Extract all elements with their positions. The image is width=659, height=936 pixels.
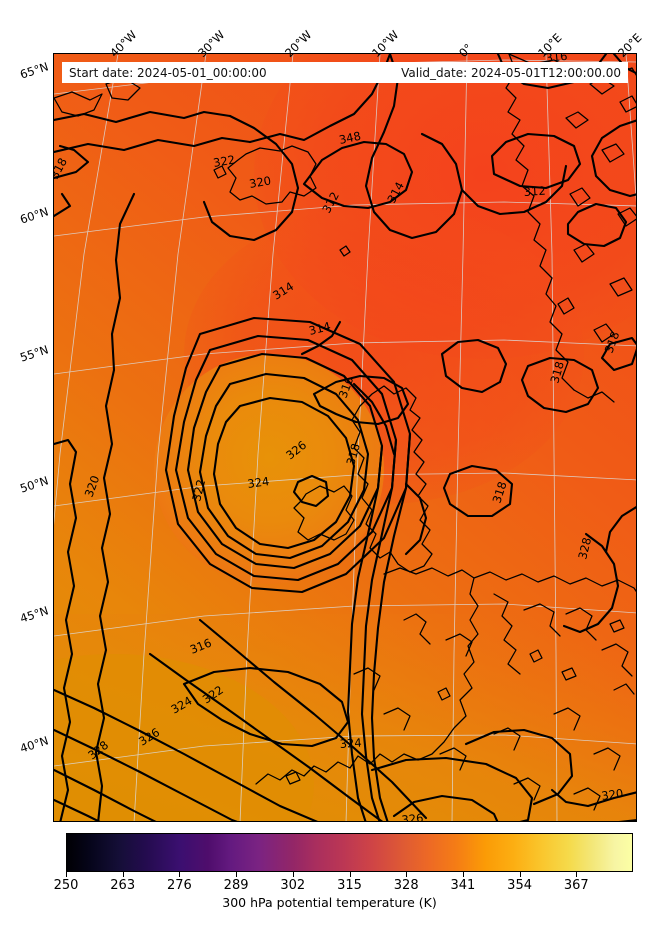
lat-tick-label: 40°N	[18, 733, 51, 756]
colorbar-tick-mark	[462, 872, 464, 877]
colorbar-container[interactable]: 250 263 276 289 302 315 328 341 354 367	[54, 833, 633, 893]
colorbar-title: 300 hPa potential temperature (K)	[222, 895, 437, 910]
colorbar-tick-label: 367	[563, 878, 589, 893]
colorbar-tick-mark	[349, 872, 351, 877]
contour-320	[174, 334, 398, 582]
lat-tick-label: 60°N	[18, 204, 51, 227]
colorbar-tick-label: 276	[166, 878, 192, 893]
contour-326	[212, 396, 356, 550]
svg-text:322: 322	[212, 152, 236, 170]
coastlines	[54, 54, 636, 811]
svg-text:314: 314	[307, 319, 332, 338]
lat-tick-label: 50°N	[18, 473, 51, 496]
colorbar-tick-mark	[179, 872, 181, 877]
colorbar-tick-label: 328	[393, 878, 419, 893]
colorbar-gradient	[66, 833, 633, 872]
colorbar-tick-mark	[519, 872, 521, 877]
lat-tick-label: 65°N	[18, 59, 51, 82]
svg-text:318: 318	[343, 442, 363, 467]
contour-322	[186, 352, 384, 570]
colorbar-tick-mark	[236, 872, 238, 877]
lat-tick-label: 55°N	[18, 342, 51, 365]
colorbar-tick-label: 289	[223, 878, 249, 893]
svg-text:318: 318	[547, 360, 567, 385]
colorbar-tick-mark	[66, 872, 67, 877]
svg-text:324: 324	[339, 735, 362, 750]
contour-318	[164, 316, 412, 594]
svg-text:320: 320	[248, 173, 272, 191]
map-clip: 322 320 318 312 314 312 348 316 314 314 …	[54, 54, 636, 821]
lat-tick-label: 45°N	[18, 603, 51, 626]
contour-324	[198, 372, 370, 560]
contour-lines	[54, 54, 636, 821]
colorbar-tick-label: 302	[280, 878, 306, 893]
svg-text:326: 326	[401, 811, 424, 821]
svg-text:312: 312	[523, 183, 546, 198]
colorbar-tick-label: 341	[450, 878, 476, 893]
colorbar-tick-label: 354	[507, 878, 533, 893]
date-banner: Start date: 2024-05-01_00:00:00 Valid_da…	[62, 62, 628, 83]
map-field-svg: 322 320 318 312 314 312 348 316 314 314 …	[54, 54, 636, 821]
valid-date-label: Valid_date: 2024-05-01T12:00:00.00	[401, 65, 621, 80]
colorbar-tick-mark	[292, 872, 294, 877]
colorbar-tick-mark	[122, 872, 124, 877]
svg-text:316: 316	[545, 54, 568, 65]
colorbar-tick-label: 250	[53, 878, 79, 893]
svg-text:322: 322	[189, 478, 208, 503]
colorbar-tick-mark	[406, 872, 408, 877]
colorbar-tick-label: 315	[337, 878, 362, 893]
colorbar-tick-label: 263	[110, 878, 136, 893]
svg-text:320: 320	[600, 786, 624, 803]
start-date-label: Start date: 2024-05-01_00:00:00	[69, 65, 267, 80]
map-plot-area[interactable]: 322 320 318 312 314 312 348 316 314 314 …	[53, 53, 637, 822]
svg-text:324: 324	[246, 474, 270, 491]
svg-text:328: 328	[575, 536, 594, 561]
svg-text:348: 348	[338, 129, 362, 147]
colorbar-tick-mark	[576, 872, 578, 877]
svg-text:318: 318	[490, 480, 510, 505]
